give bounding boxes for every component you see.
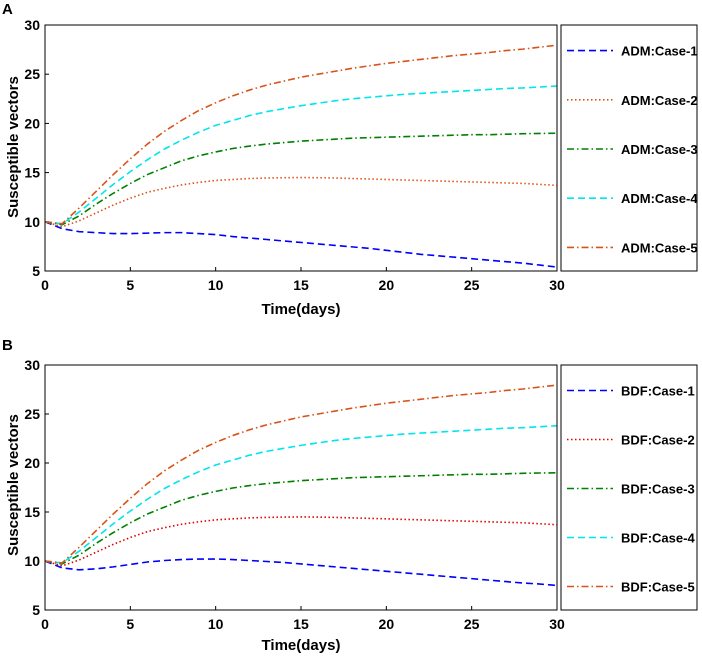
panel-b-legend-label-case-5: BDF:Case-5	[621, 580, 695, 595]
panel-b-ylabel: Susceptible vectors	[5, 414, 22, 556]
panel-b-ytick-label: 10	[24, 553, 40, 569]
panel-a-ytick-label: 5	[32, 263, 40, 279]
panel-a-ylabel: Susceptible vectors	[5, 76, 22, 218]
panel-a-legend-box	[560, 24, 698, 272]
panel-b-xtick-label: 25	[464, 616, 480, 632]
panel-a-series-line-case-1	[44, 221, 558, 268]
panel-b-legend-label-case-4: BDF:Case-4	[621, 531, 695, 546]
panel-b-xtick-label: 30	[549, 616, 565, 632]
panel-a-series-line-case-3	[44, 132, 558, 226]
panel-b-legend: BDF:Case-1 BDF:Case-2 BDF:Case-3 BDF:Case-4…	[560, 364, 698, 611]
panel-a-xtick-label: 15	[293, 277, 309, 293]
panel-b-legend-box	[560, 364, 698, 611]
panel-a-ytick-label: 20	[24, 115, 40, 131]
panel-a-ytick-label: 15	[24, 165, 40, 181]
panel-a-xtick-label: 10	[208, 277, 224, 293]
panel-a-legend-label-case-1: ADM:Case-1	[621, 44, 698, 59]
panel-a-xtick-label: 25	[464, 277, 480, 293]
panel-b: B Susceptible vectors Time(days) 0 5 10 15 2…	[2, 337, 698, 654]
panel-a-plot-frame	[44, 24, 558, 272]
panel-b-ytick-label: 15	[24, 504, 40, 520]
panel-a: A Susceptible vectors Time(days) 0 5 10 15 2…	[2, 1, 698, 318]
panel-b-xtick-label: 10	[208, 616, 224, 632]
panel-b-legend-label-case-3: BDF:Case-3	[621, 482, 695, 497]
panel-b-xtick-label: 0	[41, 616, 49, 632]
panel-b-ytick-label: 30	[24, 357, 40, 373]
panel-a-xlabel: Time(days)	[262, 301, 341, 318]
panel-a-legend-label-case-3: ADM:Case-3	[621, 142, 698, 157]
panel-a-series-line-case-2	[44, 176, 558, 228]
panel-b-ytick-label: 5	[32, 602, 40, 618]
panel-a-legend-label-case-5: ADM:Case-5	[621, 240, 698, 255]
panel-b-legend-label-case-1: BDF:Case-1	[621, 384, 695, 399]
panel-b-xtick-label: 5	[126, 616, 134, 632]
panel-a-letter: A	[2, 1, 13, 18]
panel-a-xtick-label: 0	[41, 277, 49, 293]
panel-a-legend-label-case-4: ADM:Case-4	[621, 191, 698, 206]
panel-a-xtick-label: 20	[379, 277, 395, 293]
panel-a-ytick-label: 10	[24, 214, 40, 230]
panel-a-xtick-label: 5	[126, 277, 134, 293]
panel-a-ytick-label: 25	[24, 66, 40, 82]
panel-b-series-line-case-2	[44, 516, 558, 567]
panel-b-xtick-label: 20	[379, 616, 395, 632]
panel-a-ytick-label: 30	[24, 17, 40, 33]
panel-b-xtick-label: 15	[293, 616, 309, 632]
panel-a-legend-label-case-2: ADM:Case-2	[621, 93, 698, 108]
panel-a-series-line-case-4	[44, 85, 558, 225]
panel-b-series-line-case-1	[44, 558, 558, 587]
panel-b-plot-frame	[44, 364, 558, 611]
panel-b-legend-label-case-2: BDF:Case-2	[621, 433, 695, 448]
panel-b-ytick-label: 25	[24, 406, 40, 422]
panel-b-letter: B	[2, 337, 13, 354]
panel-b-series-line-case-3	[44, 472, 558, 565]
panel-b-series-line-case-5	[44, 384, 558, 564]
panel-b-series-line-case-4	[44, 424, 558, 564]
panel-b-xlabel: Time(days)	[262, 637, 341, 654]
panel-b-ytick-label: 20	[24, 455, 40, 471]
panel-a-legend: ADM:Case-1 ADM:Case-2 ADM:Case-3 ADM:Case-4…	[560, 24, 698, 272]
panel-a-xtick-label: 30	[549, 277, 565, 293]
